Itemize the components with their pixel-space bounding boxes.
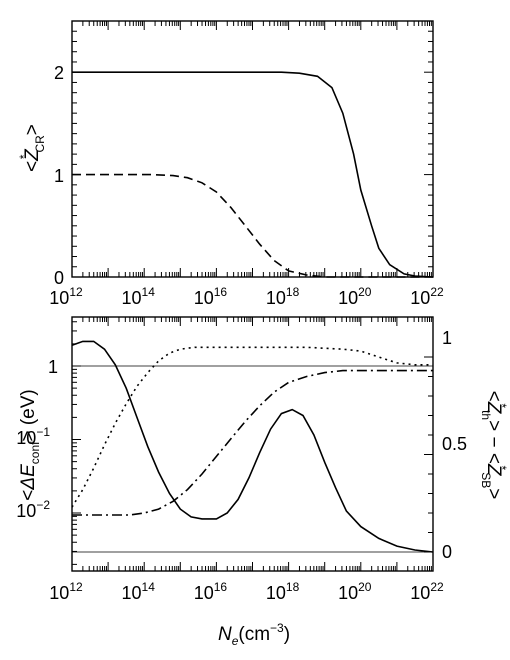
top-y-tick-label: 1: [54, 166, 64, 186]
bottom-ticks: [71, 317, 433, 571]
left-y-tick-label: 10−1: [16, 425, 50, 448]
series-line-solid: [71, 340, 434, 553]
right-y-tick-label: 0.5: [442, 434, 467, 454]
x-tick-label: 1014: [122, 285, 156, 308]
x-tick-label: 1020: [338, 580, 372, 603]
top-plot-frame: [71, 20, 434, 278]
left-y-tick-label: 10−2: [16, 498, 50, 521]
bottom-x-tick-labels: 1012 1014 1016 1018 1020 1022: [49, 580, 444, 603]
right-y-tick-label: 0: [442, 542, 452, 562]
right-y-tick-label: 1: [442, 328, 452, 348]
series-line-dashed: [72, 173, 433, 278]
series-line-solid: [72, 71, 434, 278]
series-line-dotted: [71, 346, 433, 508]
bottom-right-y-tick-labels: 0 0.5 1: [442, 328, 467, 562]
x-tick-label: 1022: [410, 580, 444, 603]
bottom-left-y-tick-labels: 1 10−1 10−2: [16, 357, 58, 521]
x-tick-label: 1016: [194, 285, 228, 308]
bottom-x-axis-title: Ne(cm−3): [218, 621, 290, 648]
x-tick-label: 1022: [410, 285, 444, 308]
x-tick-label: 1012: [49, 285, 83, 308]
x-tick-label: 1016: [194, 580, 228, 603]
x-tick-label: 1012: [49, 580, 83, 603]
bottom-series: [71, 340, 434, 553]
bottom-plot-frame: [71, 316, 434, 572]
bottom-left-y-axis-title: <ΔEconf> (eV): [18, 389, 42, 501]
top-y-tick-label: 2: [54, 63, 64, 83]
top-x-tick-labels: 1012 1014 1016 1018 1020 1022: [49, 285, 444, 308]
x-tick-label: 1020: [338, 285, 372, 308]
top-ticks: [71, 21, 433, 278]
top-series: [72, 71, 434, 278]
bottom-panel: 1012 1014 1016 1018 1020 1022 1 10−1 10−2 0 0…: [16, 316, 509, 648]
series-line-dashdot: [72, 369, 433, 516]
left-y-tick-label: 1: [48, 357, 58, 377]
top-y-tick-label: 0: [54, 268, 64, 288]
top-panel: 1012 1014 1016 1018 1020 1022 0 1 2 <Z*CR>: [17, 20, 444, 308]
x-tick-label: 1018: [266, 285, 300, 308]
top-y-axis-title: <Z*CR>: [17, 124, 47, 172]
x-tick-label: 1018: [266, 580, 300, 603]
top-y-tick-labels: 0 1 2: [54, 63, 64, 288]
bottom-right-y-axis-title: <Z*th> − <Z*SB>: [479, 391, 509, 500]
x-tick-label: 1014: [122, 580, 156, 603]
